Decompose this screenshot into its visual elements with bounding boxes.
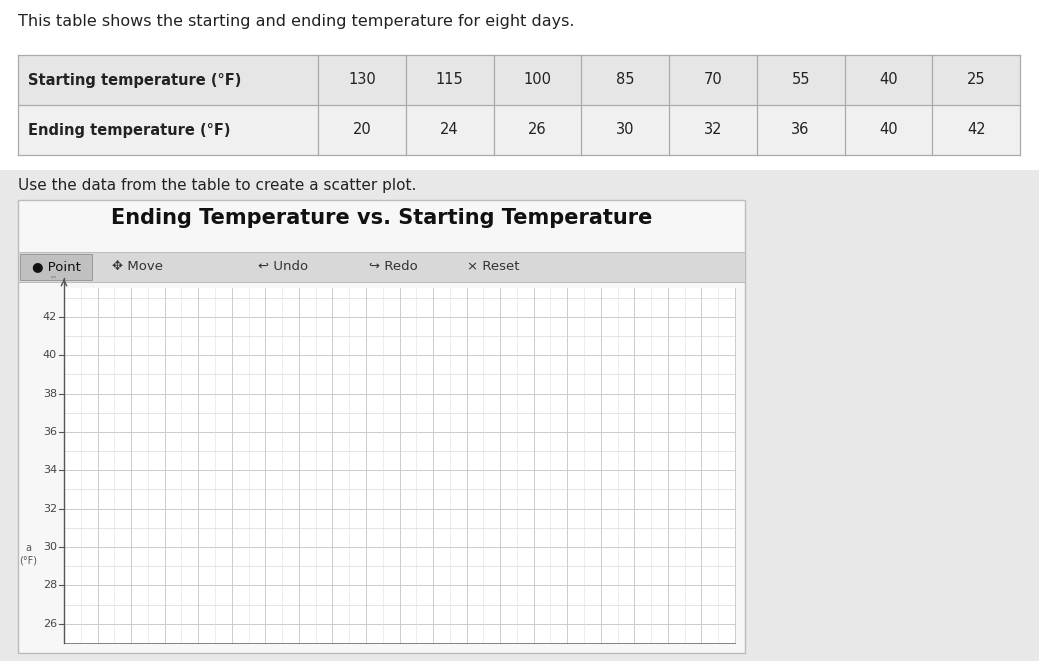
Bar — [18, 105, 1020, 155]
Text: 70: 70 — [703, 73, 722, 87]
Text: ↩ Undo: ↩ Undo — [258, 260, 308, 274]
Text: 100: 100 — [524, 73, 552, 87]
Text: 24: 24 — [441, 122, 459, 137]
Text: × Reset: × Reset — [467, 260, 520, 274]
Bar — [64, 288, 735, 643]
Text: 42: 42 — [967, 122, 985, 137]
Text: Ending Temperature vs. Starting Temperature: Ending Temperature vs. Starting Temperat… — [111, 208, 652, 228]
Text: 36: 36 — [792, 122, 809, 137]
Text: 36: 36 — [43, 427, 57, 437]
Bar — [20, 254, 92, 280]
Text: 26: 26 — [43, 619, 57, 629]
Text: 32: 32 — [43, 504, 57, 514]
Text: "": "" — [50, 276, 57, 284]
Text: 40: 40 — [879, 122, 898, 137]
Text: Starting temperature (°F): Starting temperature (°F) — [28, 73, 241, 87]
Text: 55: 55 — [792, 73, 809, 87]
Text: a
(°F): a (°F) — [19, 543, 37, 565]
Text: This table shows the starting and ending temperature for eight days.: This table shows the starting and ending… — [18, 14, 575, 29]
Text: 26: 26 — [528, 122, 547, 137]
Text: 30: 30 — [616, 122, 635, 137]
Text: 20: 20 — [352, 122, 371, 137]
Text: 25: 25 — [967, 73, 985, 87]
Text: Ending temperature (°F): Ending temperature (°F) — [28, 122, 231, 137]
Text: 115: 115 — [435, 73, 463, 87]
Text: 34: 34 — [43, 465, 57, 475]
Text: 28: 28 — [43, 580, 57, 590]
Bar — [18, 252, 745, 282]
Text: 30: 30 — [43, 542, 57, 552]
Text: 38: 38 — [43, 389, 57, 399]
Bar — [18, 55, 1020, 105]
Text: 42: 42 — [43, 312, 57, 322]
Text: Use the data from the table to create a scatter plot.: Use the data from the table to create a … — [18, 178, 417, 193]
Bar — [0, 0, 1039, 170]
Text: 130: 130 — [348, 73, 376, 87]
Text: ↪ Redo: ↪ Redo — [369, 260, 418, 274]
Text: ● Point: ● Point — [31, 260, 80, 274]
Text: 40: 40 — [879, 73, 898, 87]
Text: 40: 40 — [43, 350, 57, 360]
Text: ✥ Move: ✥ Move — [112, 260, 163, 274]
Text: 32: 32 — [703, 122, 722, 137]
Text: 85: 85 — [616, 73, 635, 87]
Bar — [18, 200, 745, 653]
